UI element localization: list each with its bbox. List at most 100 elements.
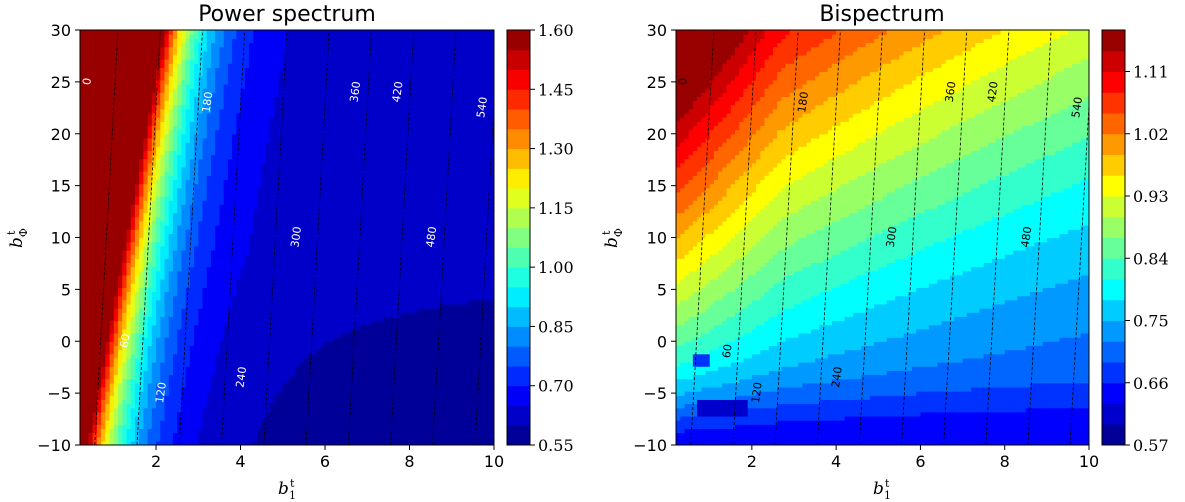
power-spectrum-contour-cell: [118, 237, 123, 243]
power-spectrum-contour-cell: [198, 395, 204, 400]
power-spectrum-contour-cell: [384, 279, 389, 284]
power-spectrum-contour-cell: [84, 254, 90, 259]
power-spectrum-contour-cell: [101, 233, 106, 239]
power-spectrum-contour-cell: [358, 324, 364, 330]
power-spectrum-contour-cell: [439, 266, 444, 272]
power-spectrum-contour-cell: [151, 349, 157, 355]
power-spectrum-contour-cell: [333, 349, 339, 355]
power-spectrum-contour-cell: [219, 332, 225, 338]
power-spectrum-contour-cell: [451, 262, 457, 268]
power-spectrum-contour-cell: [358, 233, 364, 239]
power-spectrum-contour-cell: [299, 316, 305, 322]
power-spectrum-contour-cell: [409, 415, 415, 421]
power-spectrum-contour-cell: [320, 341, 326, 346]
power-spectrum-contour-cell: [299, 382, 305, 388]
power-spectrum-contour-cell: [257, 258, 263, 263]
power-spectrum-contour-cell: [426, 266, 432, 272]
power-spectrum-contour-cell: [303, 337, 309, 342]
power-spectrum-contour-cell: [156, 279, 161, 284]
power-spectrum-contour-cell: [434, 382, 440, 388]
power-spectrum-contour-cell: [278, 237, 284, 243]
power-spectrum-contour-cell: [130, 366, 136, 371]
power-spectrum-contour-cell: [232, 407, 237, 413]
power-spectrum-contour-cell: [287, 337, 292, 342]
power-spectrum-contour-cell: [248, 291, 254, 297]
power-spectrum-contour-cell: [101, 328, 106, 334]
power-spectrum-contour-cell: [337, 233, 343, 239]
power-spectrum-contour-cell: [126, 245, 132, 251]
power-spectrum-contour-cell: [215, 378, 220, 384]
power-spectrum-contour-cell: [451, 428, 457, 434]
power-spectrum-contour-cell: [443, 386, 449, 392]
power-spectrum-contour-cell: [168, 279, 174, 284]
power-spectrum-contour-cell: [126, 374, 132, 380]
power-spectrum-contour-cell: [337, 291, 343, 297]
power-spectrum-contour-cell: [439, 320, 444, 326]
power-spectrum-contour-cell: [291, 249, 297, 255]
power-spectrum-contour-cell: [341, 279, 347, 284]
power-spectrum-contour-cell: [371, 337, 377, 342]
power-spectrum-contour-cell: [96, 299, 102, 305]
power-spectrum-contour-cell: [210, 332, 216, 338]
power-spectrum-contour-cell: [147, 291, 153, 297]
power-spectrum-contour-cell: [363, 407, 368, 413]
power-spectrum-contour-cell: [379, 279, 385, 284]
power-spectrum-contour-cell: [287, 357, 292, 363]
power-spectrum-contour-cell: [489, 432, 494, 438]
power-spectrum-contour-cell: [341, 428, 347, 434]
power-spectrum-contour-cell: [177, 249, 182, 255]
power-spectrum-contour-cell: [447, 316, 453, 322]
power-spectrum-contour-cell: [375, 320, 381, 326]
power-spectrum-contour-cell: [215, 233, 220, 239]
power-spectrum-contour-cell: [236, 386, 242, 392]
power-spectrum-contour-cell: [401, 411, 406, 417]
power-spectrum-contour-cell: [299, 366, 305, 371]
power-spectrum-contour-cell: [130, 353, 136, 359]
power-spectrum-contour-cell: [485, 245, 491, 251]
power-spectrum-contour-cell: [409, 386, 415, 392]
power-spectrum-contour-cell: [177, 258, 182, 263]
power-spectrum-contour-cell: [303, 249, 309, 255]
power-spectrum-contour-cell: [303, 266, 309, 272]
power-spectrum-contour-cell: [227, 432, 233, 438]
power-spectrum-contour-cell: [460, 399, 466, 405]
power-spectrum-contour-cell: [401, 287, 406, 293]
power-spectrum-contour-cell: [337, 357, 343, 363]
power-spectrum-contour-cell: [101, 345, 106, 351]
power-spectrum-contour-cell: [202, 320, 208, 326]
power-spectrum-contour-cell: [329, 312, 335, 317]
power-spectrum-contour-cell: [455, 366, 461, 371]
power-spectrum-contour-cell: [202, 341, 208, 346]
power-spectrum-contour-cell: [198, 386, 204, 392]
power-spectrum-contour-cell: [477, 295, 482, 301]
power-spectrum-contour-cell: [455, 341, 461, 346]
power-spectrum-contour-cell: [325, 320, 330, 326]
power-spectrum-contour-cell: [434, 440, 440, 445]
power-spectrum-contour-cell: [396, 283, 402, 288]
power-spectrum-contour-cell: [413, 403, 419, 409]
power-spectrum-contour-cell: [422, 411, 427, 417]
power-spectrum-contour-cell: [354, 328, 360, 334]
power-spectrum-contour-cell: [113, 399, 119, 405]
power-spectrum-contour-cell: [477, 374, 482, 380]
power-spectrum-contour-cell: [333, 399, 339, 405]
power-spectrum-contour-cell: [130, 258, 136, 263]
power-spectrum-contour-cell: [354, 415, 360, 421]
power-spectrum-contour-cell: [308, 337, 313, 342]
power-spectrum-contour-cell: [160, 299, 166, 305]
power-spectrum-contour-cell: [295, 337, 301, 342]
power-spectrum-contour-cell: [413, 266, 419, 272]
power-spectrum-contour-cell: [278, 382, 284, 388]
power-spectrum-contour-cell: [489, 357, 494, 363]
power-spectrum-contour-cell: [109, 362, 115, 367]
power-spectrum-contour-cell: [80, 299, 85, 305]
power-spectrum-contour-cell: [143, 411, 149, 417]
power-spectrum-contour-cell: [198, 349, 204, 355]
power-spectrum-contour-cell: [282, 424, 288, 429]
power-spectrum-contour-cell: [379, 353, 385, 359]
power-spectrum-contour-cell: [232, 316, 237, 322]
power-spectrum-contour-cell: [227, 357, 233, 363]
power-spectrum-contour-cell: [143, 362, 149, 367]
power-spectrum-contour-cell: [270, 436, 275, 442]
power-spectrum-contour-cell: [92, 378, 98, 384]
